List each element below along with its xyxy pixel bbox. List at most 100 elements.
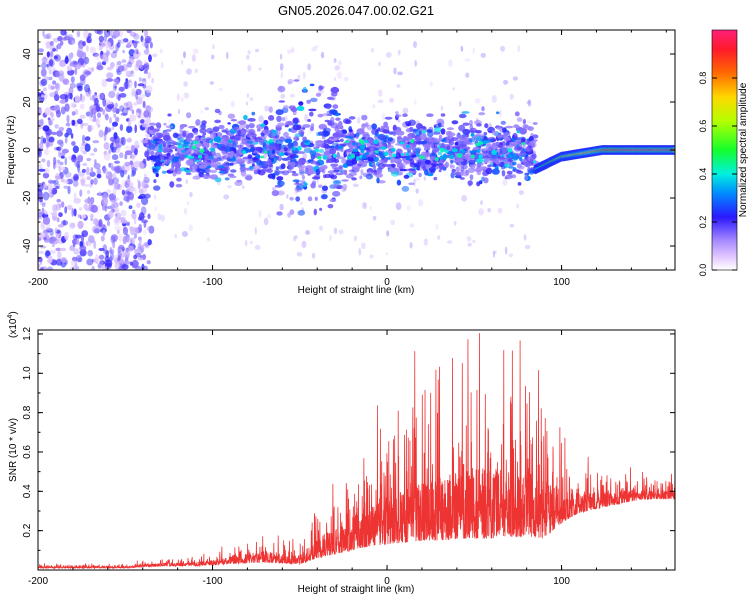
heatmap-cell bbox=[321, 194, 328, 200]
heatmap-cell bbox=[283, 144, 290, 148]
heatmap-cell bbox=[319, 85, 325, 90]
heatmap-cell bbox=[39, 198, 43, 203]
heatmap-cell bbox=[154, 206, 157, 212]
heatmap-cell bbox=[427, 130, 434, 138]
heatmap-cell bbox=[46, 159, 51, 168]
heatmap-cell bbox=[70, 102, 75, 109]
heatmap-cell bbox=[356, 155, 360, 162]
heatmap-cell bbox=[65, 122, 71, 127]
heatmap-cell bbox=[297, 159, 306, 166]
heatmap-cell bbox=[204, 155, 210, 160]
heatmap-cell bbox=[214, 119, 222, 124]
heatmap-cell bbox=[478, 208, 485, 216]
heatmap-cell bbox=[166, 159, 171, 163]
heatmap-cell bbox=[415, 141, 422, 144]
heatmap-cell bbox=[199, 148, 205, 153]
heatmap-cell bbox=[180, 97, 184, 102]
heatmap-cell bbox=[62, 78, 70, 85]
heatmap-cell bbox=[483, 139, 487, 145]
heatmap-cell bbox=[76, 30, 81, 38]
heatmap-cell bbox=[120, 251, 126, 258]
snr-series bbox=[38, 333, 675, 570]
heatmap-cell bbox=[125, 80, 132, 83]
heatmap-cell bbox=[134, 124, 137, 134]
heatmap-cell bbox=[177, 108, 181, 115]
heatmap-cell bbox=[143, 193, 151, 199]
heatmap-cell bbox=[86, 176, 91, 181]
heatmap-cell bbox=[70, 40, 76, 45]
heatmap-cell bbox=[208, 156, 213, 160]
heatmap-cell bbox=[367, 137, 375, 144]
heatmap-cell bbox=[419, 155, 425, 160]
heatmap-cell bbox=[481, 148, 489, 154]
heatmap-cell bbox=[71, 208, 74, 217]
heatmap-cell bbox=[98, 45, 103, 51]
heatmap-cell bbox=[137, 83, 145, 87]
heatmap-cell bbox=[518, 165, 525, 170]
heatmap-cell bbox=[317, 113, 324, 118]
heatmap-cell bbox=[58, 73, 65, 82]
heatmap-cell bbox=[129, 160, 134, 166]
heatmap-cell bbox=[337, 153, 341, 159]
heatmap-cell bbox=[330, 174, 338, 180]
heatmap-cell bbox=[109, 197, 117, 203]
heatmap-cell bbox=[458, 113, 467, 119]
heatmap-cell bbox=[408, 168, 416, 172]
heatmap-cell bbox=[321, 165, 328, 170]
heatmap-cell bbox=[300, 201, 303, 205]
heatmap-cell bbox=[472, 239, 476, 244]
heatmap-cell bbox=[454, 142, 459, 146]
heatmap-cell bbox=[141, 140, 149, 144]
heatmap-cell bbox=[95, 118, 100, 126]
heatmap-cell bbox=[126, 260, 130, 265]
heatmap-cell bbox=[108, 210, 114, 219]
heatmap-cell bbox=[304, 167, 309, 173]
heatmap-cell bbox=[134, 148, 138, 156]
heatmap-cell bbox=[145, 133, 151, 137]
heatmap-cell bbox=[147, 106, 154, 113]
colorbar-label: Normalized spectral amplitude bbox=[738, 82, 749, 217]
heatmap-cell bbox=[212, 158, 219, 162]
heatmap-cell bbox=[413, 179, 416, 187]
heatmap-cell bbox=[278, 170, 286, 174]
heatmap-cell bbox=[127, 179, 130, 186]
heatmap-cell bbox=[460, 45, 464, 52]
heatmap-cell bbox=[185, 172, 192, 176]
heatmap-cell bbox=[302, 71, 306, 80]
heatmap-cell bbox=[149, 122, 157, 126]
heatmap-cell bbox=[277, 180, 285, 187]
heatmap-cell bbox=[378, 61, 381, 67]
heatmap-cell bbox=[144, 151, 149, 158]
heatmap-cell bbox=[132, 89, 136, 96]
colorbar-frame bbox=[711, 29, 738, 271]
heatmap-cell bbox=[512, 167, 517, 172]
heatmap-cell bbox=[133, 254, 138, 260]
heatmap-cell bbox=[156, 149, 164, 153]
heatmap-cell bbox=[406, 152, 410, 156]
heatmap-cell bbox=[290, 154, 296, 158]
heatmap-cell bbox=[261, 163, 269, 169]
heatmap-cell bbox=[416, 160, 422, 165]
heatmap-cell bbox=[114, 213, 118, 217]
heatmap-cell bbox=[127, 137, 132, 143]
heatmap-cell bbox=[41, 62, 47, 70]
heatmap-cell bbox=[57, 250, 62, 260]
heatmap-cell bbox=[159, 48, 163, 54]
heatmap-cell bbox=[276, 211, 283, 216]
heatmap-cell bbox=[372, 215, 377, 221]
heatmap-cell bbox=[118, 244, 125, 250]
heatmap-cell bbox=[73, 175, 76, 182]
heatmap-cell bbox=[227, 113, 236, 119]
y-tick-label: 0.2 bbox=[22, 523, 33, 537]
heatmap-cell bbox=[90, 196, 95, 204]
heatmap-cell bbox=[79, 189, 83, 197]
heatmap-cell bbox=[279, 63, 284, 71]
heatmap-cell bbox=[149, 41, 153, 49]
heatmap-cell bbox=[396, 84, 401, 88]
heatmap-cell bbox=[85, 111, 91, 117]
heatmap-cell bbox=[224, 127, 229, 135]
heatmap-cell bbox=[103, 249, 110, 255]
heatmap-cell bbox=[360, 169, 364, 176]
heatmap-cell bbox=[266, 160, 273, 168]
heatmap-cell bbox=[295, 137, 300, 141]
